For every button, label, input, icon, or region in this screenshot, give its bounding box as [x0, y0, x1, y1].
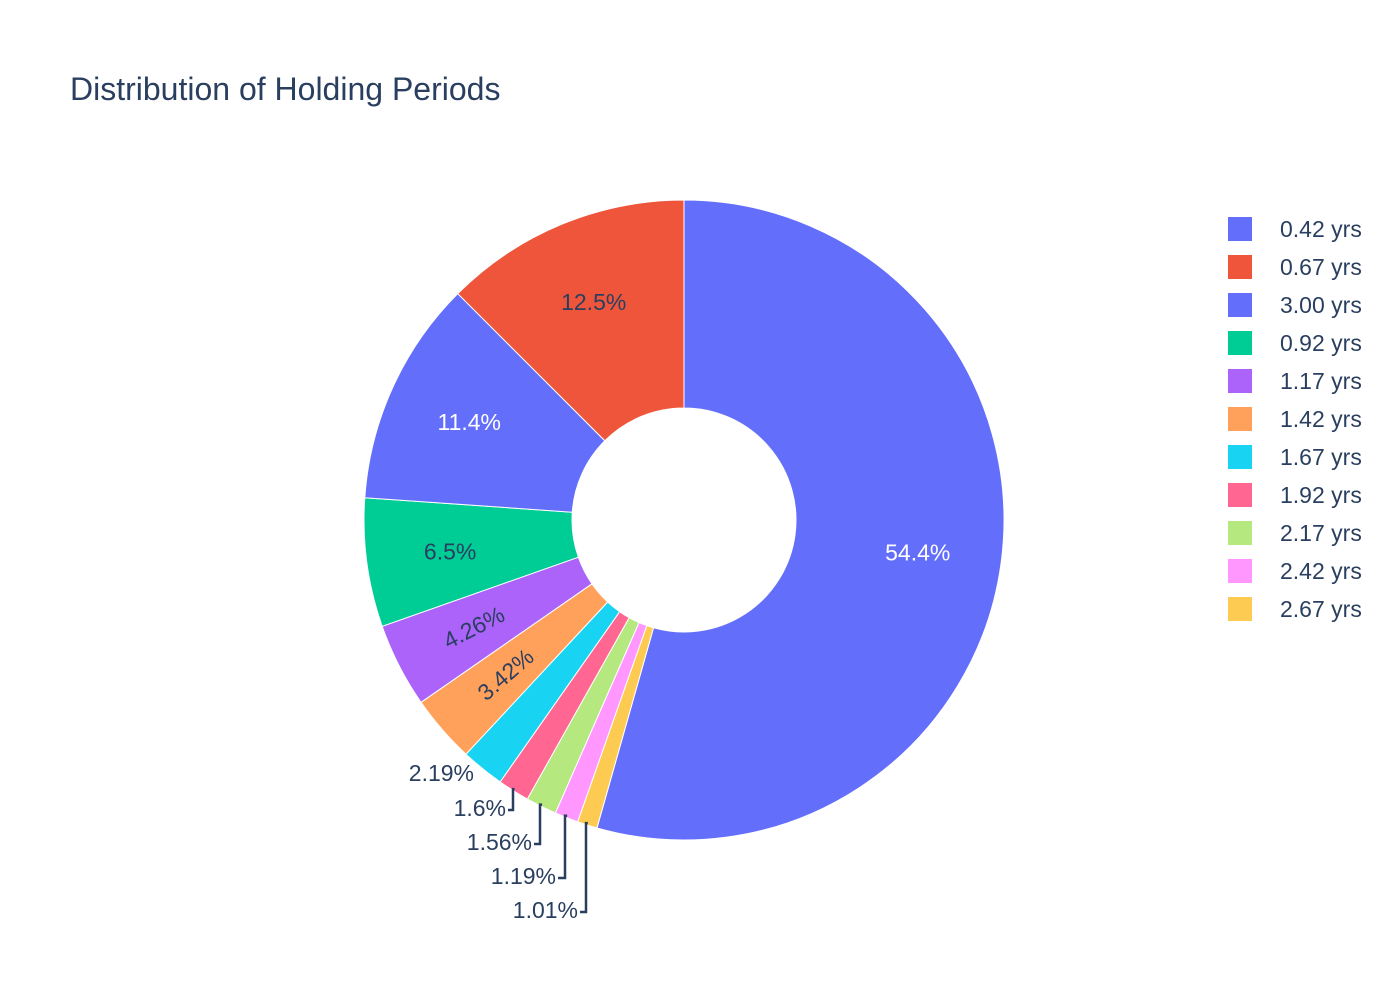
legend-swatch-0-67-yrs [1228, 255, 1252, 279]
legend-label-2-67-yrs: 2.67 yrs [1280, 596, 1362, 622]
legend-item-0-92-yrs[interactable]: 0.92 yrs [1228, 330, 1362, 356]
legend-label-2-42-yrs: 2.42 yrs [1280, 558, 1362, 584]
slice-label-2-67-yrs: 1.01% [513, 897, 578, 923]
legend-label-3-00-yrs: 3.00 yrs [1280, 292, 1362, 318]
leader-line-2-17-yrs [534, 803, 543, 846]
slice-label-0-42-yrs: 11.4% [437, 409, 501, 435]
slice-label-1-67-yrs: 2.19% [409, 760, 474, 786]
legend-label-0-42-yrs: 0.42 yrs [1280, 216, 1362, 242]
legend: 0.42 yrs 0.67 yrs 3.00 yrs 0.92 yrs 1.17 yrs… [1228, 216, 1362, 622]
legend-label-2-17-yrs: 2.17 yrs [1280, 520, 1362, 546]
legend-item-1-92-yrs[interactable]: 1.92 yrs [1228, 482, 1362, 508]
legend-swatch-3-00-yrs [1228, 293, 1252, 317]
slice-0-42-yrs [364, 292, 606, 513]
slice-label-1-92-yrs: 1.6% [454, 795, 506, 821]
legend-swatch-1-92-yrs [1228, 483, 1252, 507]
legend-swatch-1-17-yrs [1228, 369, 1252, 393]
legend-swatch-1-42-yrs [1228, 407, 1252, 431]
leader-line-2-42-yrs [558, 814, 568, 880]
legend-item-1-17-yrs[interactable]: 1.17 yrs [1228, 368, 1362, 394]
legend-swatch-1-67-yrs [1228, 445, 1252, 469]
legend-label-1-17-yrs: 1.17 yrs [1280, 368, 1362, 394]
legend-swatch-0-92-yrs [1228, 331, 1252, 355]
legend-swatch-2-17-yrs [1228, 521, 1252, 545]
legend-swatch-2-67-yrs [1228, 597, 1252, 621]
legend-label-1-42-yrs: 1.42 yrs [1280, 406, 1362, 432]
legend-item-1-42-yrs[interactable]: 1.42 yrs [1228, 406, 1362, 432]
legend-item-0-67-yrs[interactable]: 0.67 yrs [1228, 254, 1362, 280]
donut-slices [363, 199, 1005, 841]
slice-label-2-17-yrs: 1.56% [467, 829, 532, 855]
slice-0-67-yrs [457, 199, 685, 442]
legend-item-2-17-yrs[interactable]: 2.17 yrs [1228, 520, 1362, 546]
leader-line-2-67-yrs [580, 821, 588, 914]
slice-label-3-00-yrs: 54.4% [885, 539, 950, 565]
legend-label-1-92-yrs: 1.92 yrs [1280, 482, 1362, 508]
legend-label-1-67-yrs: 1.67 yrs [1280, 444, 1362, 470]
legend-label-0-67-yrs: 0.67 yrs [1280, 254, 1362, 280]
legend-item-0-42-yrs[interactable]: 0.42 yrs [1228, 216, 1362, 242]
legend-item-3-00-yrs[interactable]: 3.00 yrs [1228, 292, 1362, 318]
legend-label-0-92-yrs: 0.92 yrs [1280, 330, 1362, 356]
slice-3-00-yrs [596, 199, 1005, 841]
legend-swatch-2-42-yrs [1228, 559, 1252, 583]
chart-title: Distribution of Holding Periods [70, 71, 500, 107]
slice-label-0-67-yrs: 12.5% [561, 289, 626, 315]
legend-item-2-42-yrs[interactable]: 2.42 yrs [1228, 558, 1362, 584]
legend-item-2-67-yrs[interactable]: 2.67 yrs [1228, 596, 1362, 622]
slice-label-2-42-yrs: 1.19% [491, 863, 556, 889]
legend-swatch-0-42-yrs [1228, 217, 1252, 241]
legend-item-1-67-yrs[interactable]: 1.67 yrs [1228, 444, 1362, 470]
leader-line-1-92-yrs [508, 787, 515, 812]
slice-label-0-92-yrs: 6.5% [424, 539, 476, 565]
